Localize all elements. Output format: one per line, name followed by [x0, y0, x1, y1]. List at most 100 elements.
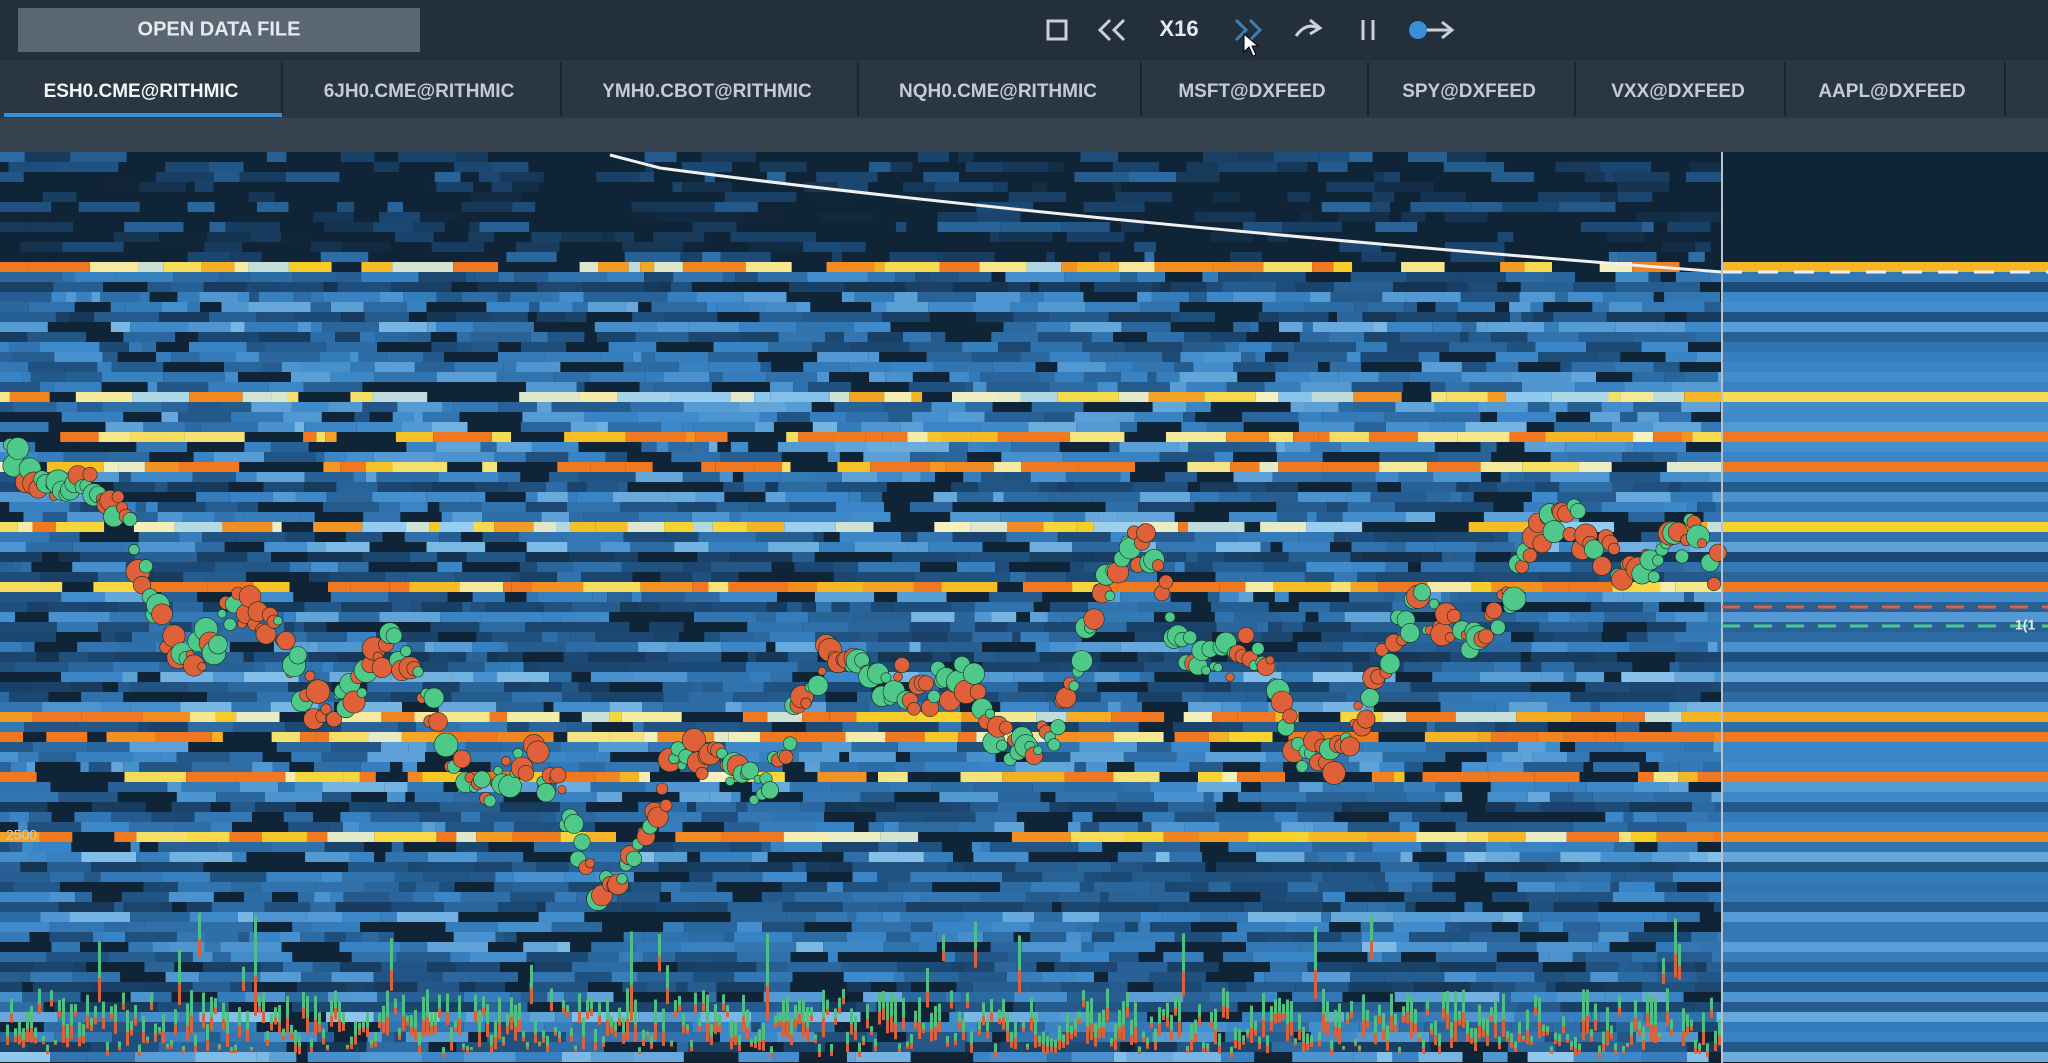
- heat-cell: [76, 292, 92, 302]
- volume-bar-buy: [706, 994, 709, 1023]
- heat-cell: [178, 412, 231, 422]
- heat-cell: [459, 412, 523, 422]
- heat-cell: [0, 552, 43, 562]
- heat-cell: [541, 632, 559, 642]
- stop-button[interactable]: [1046, 19, 1068, 41]
- volume-bar-buy: [790, 1018, 793, 1035]
- heat-cell: [0, 522, 18, 532]
- heat-cell: [606, 272, 644, 282]
- heat-cell: [751, 852, 768, 862]
- heat-cell: [697, 552, 731, 562]
- heat-cell: [543, 172, 597, 182]
- heat-cell: [1613, 692, 1675, 702]
- heat-cell: [233, 512, 244, 522]
- heat-cell: [229, 752, 263, 762]
- open-button[interactable]: [18, 8, 420, 52]
- heat-cell: [985, 242, 998, 252]
- tab-label[interactable]: SPY@DXFEED: [1402, 81, 1536, 102]
- heat-cell: [918, 832, 976, 842]
- heat-cell: [612, 492, 668, 502]
- fast-forward-button[interactable]: [1234, 18, 1263, 42]
- heat-cell: [220, 942, 282, 952]
- heat-cell: [207, 212, 228, 222]
- heat-cell: [557, 462, 591, 472]
- heat-cell: [882, 492, 934, 502]
- heat-cell: [646, 992, 709, 1002]
- heat-cell: [121, 642, 156, 652]
- heat-cell: [1204, 682, 1231, 692]
- heat-cell: [929, 312, 976, 322]
- heat-cell: [545, 482, 568, 492]
- heat-cell: [1487, 792, 1528, 802]
- heat-cell: [1559, 322, 1616, 332]
- tab-label[interactable]: YMH0.CBOT@RITHMIC: [602, 81, 812, 102]
- heat-cell: [1714, 672, 1722, 682]
- heat-cell: [1156, 242, 1206, 252]
- heat-cell: [408, 742, 427, 752]
- tab-label[interactable]: 6JH0.CME@RITHMIC: [324, 81, 515, 102]
- heat-cell: [292, 952, 352, 962]
- rewind-button[interactable]: [1097, 18, 1126, 42]
- heat-cell: [831, 602, 850, 612]
- heat-cell: [1688, 252, 1705, 262]
- heat-cell: [435, 822, 446, 832]
- heat-cell: [1028, 842, 1079, 852]
- heat-cell: [1491, 332, 1528, 342]
- pause-button[interactable]: [1361, 20, 1375, 40]
- heat-cell: [1094, 972, 1109, 982]
- heat-cell: [459, 982, 475, 992]
- heat-cell: [0, 712, 33, 722]
- heat-cell: [1312, 842, 1373, 852]
- heat-cell: [920, 892, 981, 902]
- heat-cell: [1401, 482, 1457, 492]
- tab-label[interactable]: VXX@DXFEED: [1611, 81, 1745, 102]
- tab-label[interactable]: AAPL@DXFEED: [1818, 81, 1965, 102]
- heat-cell: [1417, 222, 1470, 232]
- heat-cell: [1398, 472, 1434, 482]
- heat-cell: [1206, 212, 1256, 222]
- volume-bar-buy: [78, 1022, 81, 1037]
- step-button[interactable]: [1294, 18, 1323, 37]
- heat-cell: [1189, 762, 1224, 772]
- tab-label[interactable]: MSFT@DXFEED: [1178, 81, 1325, 102]
- heat-cell: [447, 592, 473, 602]
- heat-cell: [1435, 722, 1476, 732]
- heat-cell: [1342, 802, 1352, 812]
- heat-cell: [1013, 242, 1072, 252]
- heat-cell: [1044, 412, 1075, 422]
- heat-cell: [359, 172, 373, 182]
- heat-cell: [1352, 262, 1401, 272]
- heat-cell: [631, 592, 642, 602]
- heat-cell: [1108, 312, 1171, 322]
- heat-cell: [549, 472, 579, 482]
- heat-cell: [1255, 352, 1266, 362]
- heat-cell: [1153, 792, 1204, 802]
- heat-cell: [935, 472, 964, 482]
- volume-bar-buy: [342, 1012, 345, 1024]
- heat-cell: [1016, 812, 1073, 822]
- heat-cell: [400, 942, 428, 952]
- heat-cell: [1362, 942, 1397, 952]
- heat-cell: [1412, 882, 1433, 892]
- heat-cell: [1229, 512, 1278, 522]
- heat-cell: [145, 502, 158, 512]
- heat-cell: [1194, 212, 1207, 222]
- heat-cell: [256, 1022, 307, 1032]
- heat-cell: [716, 502, 750, 512]
- heat-cell: [360, 922, 386, 932]
- heat-cell: [1202, 692, 1247, 702]
- heat-cell: [1632, 1022, 1667, 1032]
- heat-cell: [892, 952, 945, 962]
- heat-cell: [832, 252, 843, 262]
- heat-cell: [1007, 622, 1045, 632]
- heat-cell: [727, 1022, 752, 1032]
- heat-cell: [1686, 312, 1722, 322]
- tab-label[interactable]: ESH0.CME@RITHMIC: [44, 81, 239, 102]
- tab-label[interactable]: NQH0.CME@RITHMIC: [899, 81, 1097, 102]
- heat-cell: [114, 232, 160, 242]
- heat-cell: [1330, 292, 1383, 302]
- heat-cell: [1115, 802, 1168, 812]
- heat-cell: [58, 552, 80, 562]
- heat-cell: [1057, 482, 1073, 492]
- heat-cell: [535, 1032, 566, 1042]
